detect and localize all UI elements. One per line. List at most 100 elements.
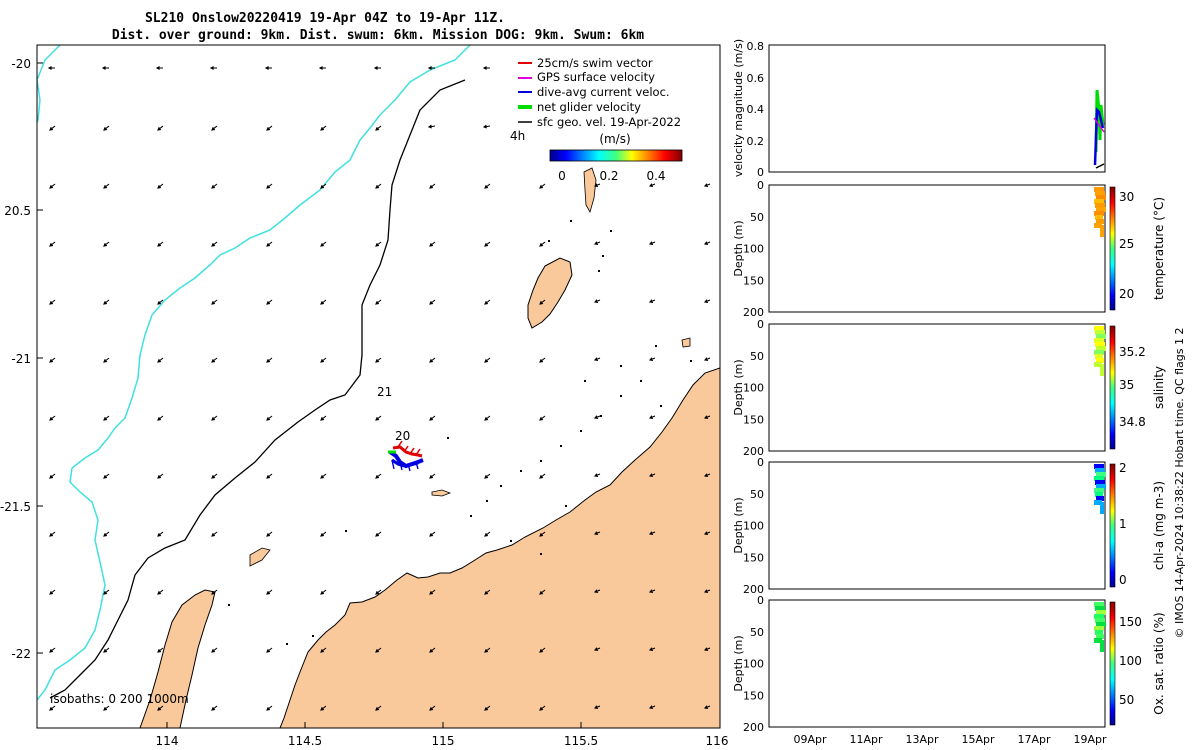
- quiver-arrow: [266, 125, 273, 131]
- quiver-arrow: [49, 473, 56, 479]
- quiver-arrow: [648, 299, 656, 303]
- quiver-arrow: [157, 299, 164, 305]
- depth-tick: 0: [757, 318, 764, 331]
- profile-sample: [1094, 626, 1104, 631]
- profile-sample: [1100, 502, 1104, 514]
- profile-sample: [1095, 354, 1103, 359]
- isobaths-label: isobaths: 0 200 1000m: [50, 692, 189, 706]
- quiver-arrow: [484, 647, 491, 653]
- legend-extra: 4h: [510, 129, 525, 143]
- peninsula: [139, 589, 216, 728]
- temperature-panel: Depth (m) 0 50 100 150 200 30 25 20 temperature (…: [732, 179, 1166, 319]
- profile-sample: [1094, 464, 1104, 469]
- quiver-arrow: [593, 357, 601, 361]
- quiver-arrow: [209, 66, 217, 70]
- quiver-arrow: [49, 705, 56, 711]
- quiver-arrow: [320, 183, 327, 189]
- profile-sample: [1095, 606, 1105, 611]
- quiver-arrow: [266, 531, 273, 537]
- quiver-arrow: [375, 299, 382, 305]
- quiver-arrow: [320, 473, 327, 479]
- profile-sample: [1096, 207, 1106, 212]
- time-tick: 09Apr: [793, 733, 827, 746]
- depth-tick: 50: [750, 626, 764, 639]
- quiver-arrow: [539, 589, 546, 595]
- quiver-arrow: [429, 241, 436, 247]
- profile-sample: [1094, 500, 1102, 505]
- colorbar-tick: 35: [1119, 378, 1134, 392]
- islets: [228, 220, 692, 645]
- quiver-arrow: [103, 241, 110, 247]
- title-line-1: SL210 Onslow20220419 19-Apr 04Z to 19-Ap…: [145, 11, 505, 26]
- quiver-arrow: [539, 357, 546, 363]
- quiver-arrow: [484, 531, 491, 537]
- temperature-label: temperature (°C): [1152, 197, 1166, 300]
- depth-tick: 200: [743, 583, 764, 596]
- quiver-arrow: [375, 589, 382, 595]
- map-x-tick: 115.5: [564, 734, 598, 748]
- depth-tick: 0: [757, 179, 764, 192]
- colorbar-tick: 100: [1119, 654, 1142, 668]
- quiver-arrow: [49, 299, 56, 305]
- quiver-arrow: [593, 299, 601, 303]
- quiver-arrow: [484, 357, 491, 363]
- time-tick: 17Apr: [1017, 733, 1051, 746]
- quiver-arrow: [484, 183, 491, 189]
- quiver-arrow: [427, 124, 436, 129]
- quiver-arrow: [429, 183, 436, 189]
- map-y-axis: -20 20.5 -21 -21.5 -22: [0, 57, 43, 661]
- colorbar-tick: 0: [1119, 573, 1127, 587]
- quiver-arrow: [211, 125, 218, 131]
- quiver-arrow: [320, 415, 327, 421]
- map-x-axis: 114 114.5 115 115.5 116: [156, 722, 728, 748]
- quiver-arrow: [375, 473, 382, 479]
- quiver-arrow: [539, 473, 546, 479]
- quiver-arrow: [593, 183, 601, 187]
- quiver-arrow: [266, 473, 273, 479]
- quiver-arrow: [211, 531, 218, 537]
- quiver-arrow: [157, 589, 164, 595]
- time-tick: 13Apr: [905, 733, 939, 746]
- quiver-arrow: [320, 705, 327, 711]
- quiver-arrow: [375, 183, 382, 189]
- profile-sample: [1094, 614, 1104, 619]
- profile-sample: [1096, 610, 1106, 615]
- credit-text: © IMOS 14-Apr-2024 10:38:22 Hobart time.…: [1173, 328, 1186, 639]
- quiver-arrow: [211, 357, 218, 363]
- quiver-arrow: [211, 183, 218, 189]
- quiver-arrow: [266, 299, 273, 305]
- quiver-arrow: [429, 531, 436, 537]
- quiver-arrow: [211, 647, 218, 653]
- legend-entry: GPS surface velocity: [537, 70, 655, 84]
- quiver-arrow: [429, 473, 436, 479]
- quiver-arrow: [211, 705, 218, 711]
- quiver-arrow: [648, 705, 656, 709]
- profile-sample: [1095, 215, 1103, 220]
- quiver-arrow: [266, 647, 273, 653]
- time-tick: 15Apr: [961, 733, 995, 746]
- legend-entry: dive-avg current veloc.: [537, 85, 670, 99]
- profile-sample: [1096, 358, 1104, 363]
- quiver-arrow: [429, 299, 436, 305]
- quiver-arrow: [266, 589, 273, 595]
- quiver-arrow: [648, 531, 656, 535]
- sfc-geo-vel-arrows: [47, 66, 711, 711]
- quiver-arrow: [264, 66, 272, 70]
- quiver-arrow: [157, 473, 164, 479]
- quiver-arrow: [211, 415, 218, 421]
- profile-sample: [1096, 622, 1106, 627]
- quiver-arrow: [648, 357, 656, 361]
- quiver-arrow: [211, 473, 218, 479]
- quiver-arrow: [593, 415, 601, 419]
- map-x-tick: 114: [156, 734, 179, 748]
- quiver-arrow: [49, 415, 56, 421]
- time-tick: 11Apr: [849, 733, 883, 746]
- mainland: [279, 367, 720, 728]
- quiver-arrow: [320, 589, 327, 595]
- quiver-arrow: [103, 299, 110, 305]
- profile-sample: [1096, 346, 1106, 351]
- map-x-tick: 114.5: [288, 734, 322, 748]
- quiver-arrow: [703, 647, 711, 651]
- quiver-arrow: [49, 183, 56, 189]
- velocity-tick: 0.2: [747, 135, 765, 148]
